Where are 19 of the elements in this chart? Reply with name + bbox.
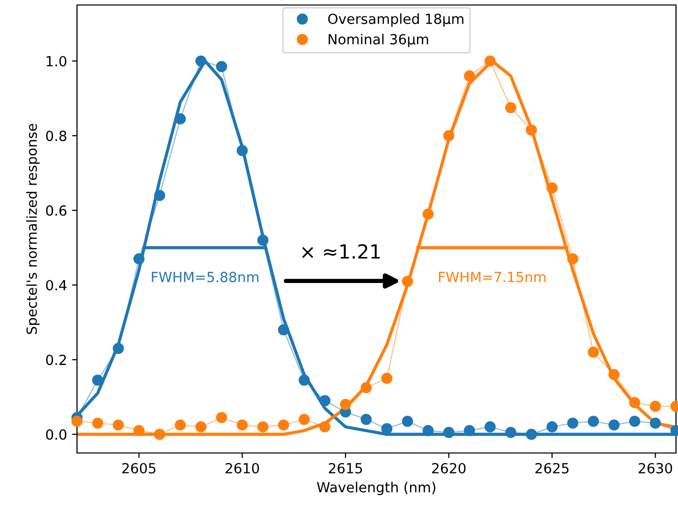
x-tick-label: 2620 xyxy=(432,462,466,474)
x-tick-label: 2610 xyxy=(226,462,259,474)
annotation: FWHM=7.15nm xyxy=(439,272,546,282)
y-tick-label: 0.0 xyxy=(46,429,66,440)
x-axis-title: Wavelength (nm) xyxy=(316,482,436,496)
legend-label: Oversampled 18µm xyxy=(328,13,464,27)
legend-label: Nominal 36µm xyxy=(328,34,428,48)
x-tick-label: 2630 xyxy=(638,462,672,474)
annotation: × ≈1.21 xyxy=(302,244,380,259)
y-tick-label: 0.6 xyxy=(46,205,66,216)
y-tick-label: 0.8 xyxy=(46,130,66,142)
annotation: FWHM=5.88nm xyxy=(152,272,258,282)
y-tick-label: 0.2 xyxy=(46,354,66,366)
y-tick-label: 1.0 xyxy=(46,56,66,66)
x-tick-label: 2615 xyxy=(328,462,362,474)
y-axis-title: Spectel's normalized response xyxy=(26,124,40,334)
y-tick-label: 0.4 xyxy=(46,280,66,290)
x-tick-label: 2625 xyxy=(535,462,569,474)
x-tick-label: 2605 xyxy=(122,462,156,474)
